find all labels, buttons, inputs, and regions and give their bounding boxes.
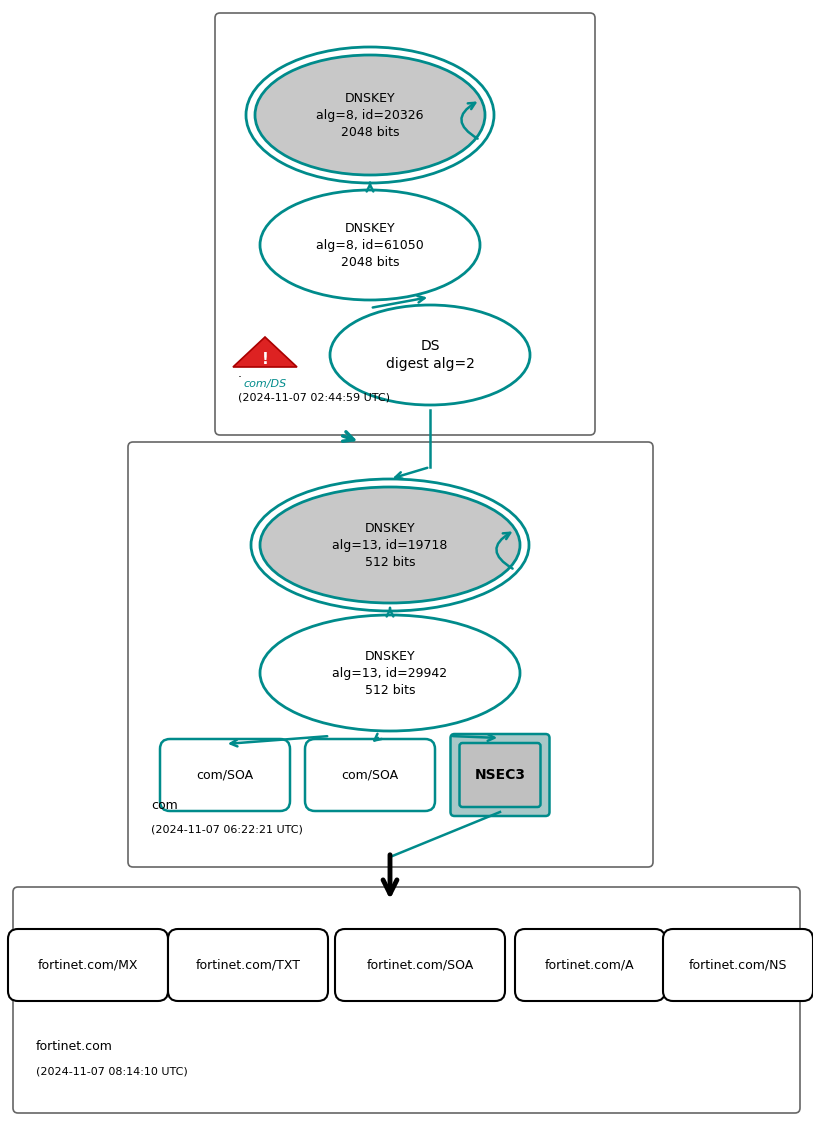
Text: DNSKEY
alg=8, id=20326
2048 bits: DNSKEY alg=8, id=20326 2048 bits <box>316 91 424 139</box>
FancyBboxPatch shape <box>305 739 435 811</box>
Text: com: com <box>151 799 178 812</box>
Text: com/SOA: com/SOA <box>341 768 398 782</box>
Ellipse shape <box>260 190 480 300</box>
Text: DNSKEY
alg=13, id=29942
512 bits: DNSKEY alg=13, id=29942 512 bits <box>333 650 448 696</box>
Text: !: ! <box>262 352 268 367</box>
Text: com/DS: com/DS <box>243 379 287 389</box>
Text: (2024-11-07 08:14:10 UTC): (2024-11-07 08:14:10 UTC) <box>36 1066 188 1076</box>
Ellipse shape <box>260 615 520 731</box>
Ellipse shape <box>255 55 485 175</box>
FancyBboxPatch shape <box>459 743 541 807</box>
Polygon shape <box>233 337 297 367</box>
Text: DNSKEY
alg=8, id=61050
2048 bits: DNSKEY alg=8, id=61050 2048 bits <box>316 221 424 268</box>
Text: NSEC3: NSEC3 <box>475 768 525 782</box>
Text: DNSKEY
alg=13, id=19718
512 bits: DNSKEY alg=13, id=19718 512 bits <box>333 521 448 569</box>
Text: .: . <box>238 367 242 380</box>
Text: fortinet.com/NS: fortinet.com/NS <box>689 959 787 971</box>
FancyBboxPatch shape <box>168 929 328 1001</box>
FancyBboxPatch shape <box>450 734 550 816</box>
FancyBboxPatch shape <box>663 929 813 1001</box>
FancyBboxPatch shape <box>8 929 168 1001</box>
FancyBboxPatch shape <box>128 442 653 867</box>
FancyBboxPatch shape <box>215 14 595 435</box>
FancyBboxPatch shape <box>13 887 800 1113</box>
FancyBboxPatch shape <box>160 739 290 811</box>
FancyBboxPatch shape <box>515 929 665 1001</box>
FancyBboxPatch shape <box>335 929 505 1001</box>
Text: fortinet.com/MX: fortinet.com/MX <box>37 959 138 971</box>
Text: (2024-11-07 06:22:21 UTC): (2024-11-07 06:22:21 UTC) <box>151 823 303 834</box>
Text: fortinet.com: fortinet.com <box>36 1040 113 1054</box>
Ellipse shape <box>330 305 530 405</box>
Text: DS
digest alg=2: DS digest alg=2 <box>385 338 475 371</box>
Text: com/SOA: com/SOA <box>197 768 254 782</box>
Text: (2024-11-07 02:44:59 UTC): (2024-11-07 02:44:59 UTC) <box>238 393 390 402</box>
Text: fortinet.com/TXT: fortinet.com/TXT <box>195 959 301 971</box>
Ellipse shape <box>260 487 520 603</box>
Text: fortinet.com/A: fortinet.com/A <box>546 959 635 971</box>
Text: fortinet.com/SOA: fortinet.com/SOA <box>367 959 474 971</box>
